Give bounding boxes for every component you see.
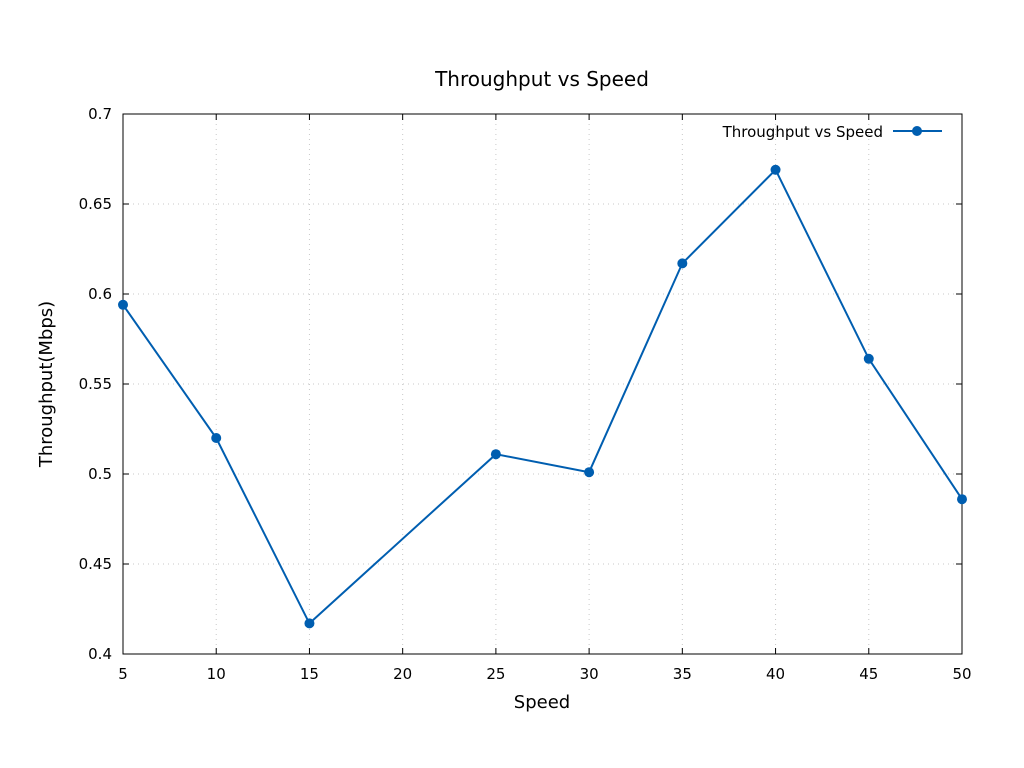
data-point xyxy=(584,467,595,478)
data-point xyxy=(957,494,967,505)
series-line xyxy=(122,168,963,626)
data-point xyxy=(490,449,501,460)
x-tick-label: 10 xyxy=(207,665,226,683)
x-tick-label: 40 xyxy=(766,665,785,683)
series-group xyxy=(118,164,967,629)
y-tick-label: 0.6 xyxy=(88,285,112,303)
chart-title: Throughput vs Speed xyxy=(434,67,649,91)
y-tick-label: 0.5 xyxy=(88,465,112,483)
x-tick-label: 15 xyxy=(300,665,319,683)
data-point xyxy=(677,258,688,269)
y-axis: 0.4 0.45 0.5 0.55 0.6 0.65 0.7 xyxy=(79,105,962,663)
x-axis-label: Speed xyxy=(514,692,570,713)
y-tick-label: 0.55 xyxy=(79,375,112,393)
x-tick-label: 35 xyxy=(673,665,692,683)
x-tick-label: 50 xyxy=(952,665,971,683)
x-tick-label: 5 xyxy=(118,665,128,683)
data-point xyxy=(863,353,874,364)
x-tick-label: 20 xyxy=(393,665,412,683)
data-point xyxy=(770,164,781,175)
data-point xyxy=(304,618,315,629)
y-tick-label: 0.7 xyxy=(88,105,112,123)
legend-label: Throughput vs Speed xyxy=(722,123,883,141)
legend: Throughput vs Speed xyxy=(722,123,942,141)
x-axis: 5 10 15 20 25 30 35 40 45 50 xyxy=(118,114,972,683)
grid xyxy=(122,113,963,655)
x-tick-label: 45 xyxy=(859,665,878,683)
y-axis-label: Throughput(Mbps) xyxy=(36,301,57,468)
data-point xyxy=(118,299,128,310)
data-point xyxy=(211,433,222,443)
y-tick-label: 0.4 xyxy=(88,645,112,663)
y-tick-label: 0.45 xyxy=(79,555,112,573)
y-tick-label: 0.65 xyxy=(79,195,112,213)
legend-marker xyxy=(912,126,922,136)
x-tick-label: 25 xyxy=(486,665,505,683)
x-tick-label: 30 xyxy=(580,665,599,683)
